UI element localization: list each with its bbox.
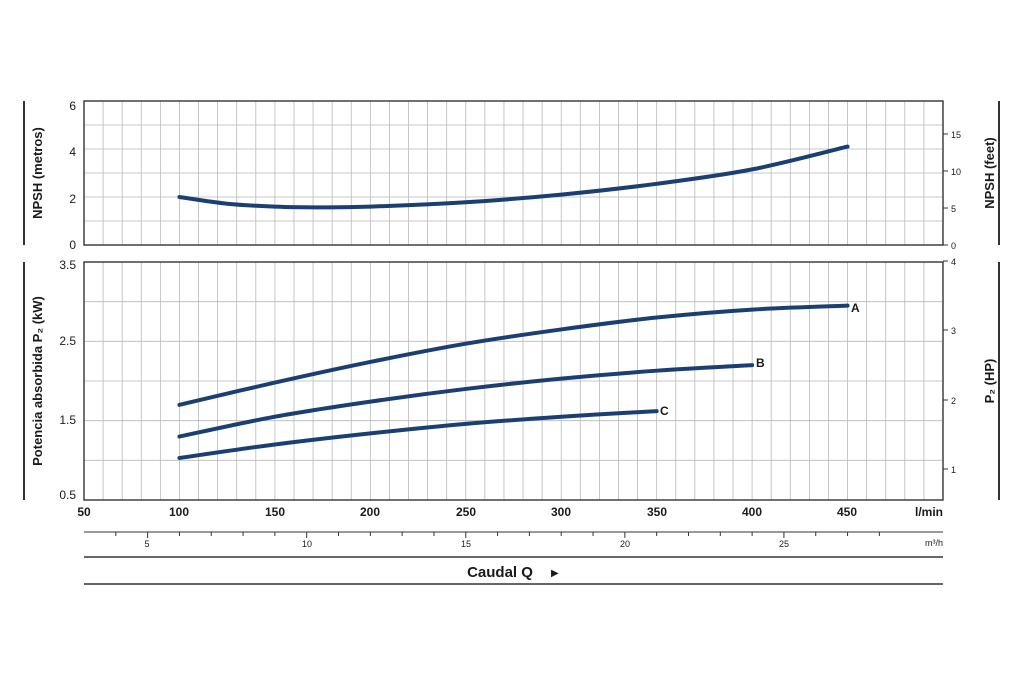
npsh-right-tick: 10 [951,167,961,177]
power-panel: 0.5 1.5 2.5 3.5 1 2 3 4 Potencia absorbi… [23,257,1000,502]
caret-right-icon: ▶ [551,568,559,579]
series-label-b: B [756,356,765,370]
x-axis-m3h: 5 10 15 20 25 m³/h [84,531,943,549]
npsh-panel: 0 2 4 6 0 5 10 15 NPSH (metros) NPSH (fe… [23,99,1000,252]
power-curve-a [177,303,850,407]
x-tick-lmin: 250 [456,505,476,519]
npsh-curves [177,144,850,210]
npsh-left-tick: 0 [69,238,76,252]
npsh-left-tick: 4 [69,145,76,159]
power-left-tick: 1.5 [59,413,76,427]
npsh-right-axis-title: NPSH (feet) [982,137,997,209]
x-tick-m3h: 15 [461,539,471,549]
power-left-tick: 0.5 [59,488,76,502]
x-axis-lmin: 50 100 150 200 250 300 350 400 450 l/min [77,505,943,519]
x-axis-title-group: Caudal Q ▶ [84,556,943,585]
x-unit-lmin: l/min [915,505,943,519]
power-left-tick: 3.5 [59,258,76,272]
power-right-tick: 4 [951,257,956,267]
power-right-axis-title: P₂ (HP) [982,359,997,404]
npsh-right-tick: 5 [951,204,956,214]
npsh-grid [84,101,948,246]
x-tick-lmin: 300 [551,505,571,519]
series-label-a: A [851,301,860,315]
npsh-left-tick-labels: 0 2 4 6 [69,99,76,252]
x-tick-lmin: 450 [837,505,857,519]
x-tick-lmin: 350 [647,505,667,519]
power-right-tick: 1 [951,465,956,475]
power-left-axis-title: Potencia absorbida P₂ (kW) [30,296,45,466]
npsh-left-tick: 6 [69,99,76,113]
npsh-right-tick: 15 [951,130,961,140]
x-tick-m3h: 20 [620,539,630,549]
x-tick-lmin: 400 [742,505,762,519]
x-unit-m3h: m³/h [925,538,943,548]
npsh-right-tick-labels: 0 5 10 15 [951,130,961,251]
power-right-tick: 2 [951,396,956,406]
x-tick-lmin: 50 [77,505,91,519]
series-label-c: C [660,404,669,418]
x-tick-m3h: 25 [779,539,789,549]
power-curve-c [177,409,659,460]
power-right-tick-labels: 1 2 3 4 [951,257,956,475]
power-left-tick: 2.5 [59,334,76,348]
x-tick-m3h: 5 [144,539,149,549]
power-left-tick-labels: 0.5 1.5 2.5 3.5 [59,258,76,502]
x-tick-lmin: 150 [265,505,285,519]
m3h-tick-marks [115,532,880,538]
npsh-curve [177,144,850,210]
npsh-right-tick: 0 [951,241,956,251]
x-axis-title: Caudal Q [467,564,533,581]
power-curve-b [177,363,755,439]
power-grid [84,260,948,500]
power-curves [177,303,850,460]
x-tick-lmin: 100 [169,505,189,519]
npsh-left-tick: 2 [69,192,76,206]
power-right-tick: 3 [951,326,956,336]
npsh-plot-frame [83,100,944,246]
x-tick-m3h: 10 [302,539,312,549]
npsh-left-axis-title: NPSH (metros) [30,127,45,219]
power-plot-frame [83,261,944,501]
x-tick-lmin: 200 [360,505,380,519]
